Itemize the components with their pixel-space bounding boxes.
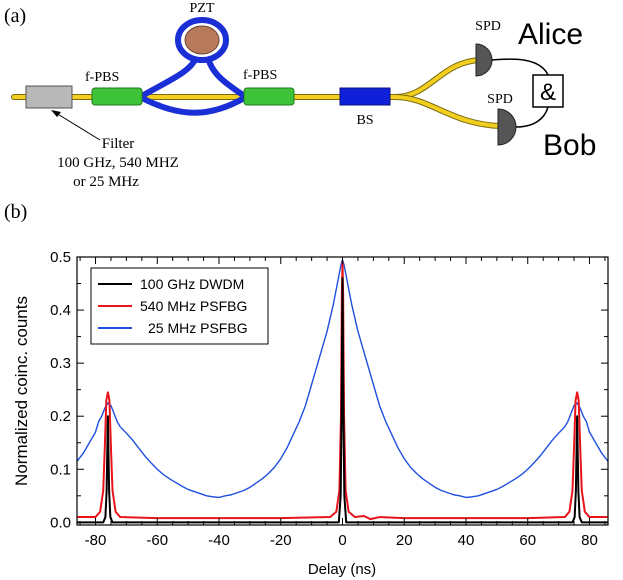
bob-label: Bob bbox=[543, 129, 596, 162]
beam-splitter bbox=[339, 87, 391, 106]
spd-top-icon bbox=[475, 43, 493, 77]
tick-layer: -80 -60 -40 -20 0 20 40 60 80 0.0 0.1 0.2 0.3 0.4 0.5 bbox=[50, 249, 608, 549]
loop-upper-right bbox=[205, 57, 248, 100]
series-line-0 bbox=[77, 277, 608, 524]
fpbs-right-label: f-PBS bbox=[243, 68, 277, 83]
filter-pointer-line bbox=[55, 112, 101, 141]
filter-label-1: Filter bbox=[102, 136, 135, 152]
legend-label-25mhz: 25 MHz PSFBG bbox=[148, 320, 248, 336]
loop-lower-arm bbox=[138, 94, 248, 116]
y-tick-label: 0.2 bbox=[50, 408, 71, 425]
panel-a-label: (a) bbox=[4, 5, 26, 27]
alice-label: Alice bbox=[518, 18, 583, 51]
fpbs-left-label: f-PBS bbox=[85, 70, 119, 85]
wire-top bbox=[491, 58, 549, 76]
x-tick-label: 40 bbox=[458, 532, 475, 549]
filter-box bbox=[25, 85, 73, 109]
y-tick-label: 0.5 bbox=[50, 249, 71, 266]
fiber-branch-bottom bbox=[394, 95, 501, 128]
panel-b: (b) -80 -60 -40 -20 0 20 40 60 80 0.0 0.1 0.2 0.3 0.4… bbox=[4, 201, 609, 578]
spd-bottom-icon bbox=[497, 108, 517, 146]
x-tick-label: 80 bbox=[581, 532, 598, 549]
y-tick-label: 0.4 bbox=[50, 302, 71, 319]
spd-top-label: SPD bbox=[475, 19, 501, 34]
legend-label-dwdm: 100 GHz DWDM bbox=[140, 276, 244, 292]
panel-b-label: (b) bbox=[4, 201, 27, 223]
y-tick-label: 0.1 bbox=[50, 461, 71, 478]
loop-upper-left bbox=[138, 56, 199, 100]
pzt-label: PZT bbox=[190, 1, 215, 16]
y-axis-label: Normalized coinc. counts bbox=[12, 296, 31, 486]
fpbs-left bbox=[91, 87, 143, 106]
x-tick-label: 60 bbox=[519, 532, 536, 549]
x-tick-label: -20 bbox=[270, 532, 292, 549]
x-tick-label: -80 bbox=[85, 532, 107, 549]
x-axis-label: Delay (ns) bbox=[308, 561, 376, 578]
legend-label-540mhz: 540 MHz PSFBG bbox=[140, 298, 247, 314]
filter-pointer-arrowhead bbox=[51, 110, 61, 117]
x-tick-label: 0 bbox=[338, 532, 346, 549]
fpbs-right bbox=[243, 87, 295, 106]
bs-label: BS bbox=[356, 113, 373, 128]
x-tick-label: 20 bbox=[396, 532, 413, 549]
y-tick-label: 0.3 bbox=[50, 355, 71, 372]
fiber-branch-top bbox=[394, 58, 481, 99]
y-tick-label: 0.0 bbox=[50, 514, 71, 531]
fiber-coil bbox=[175, 17, 229, 63]
filter-label-3: or 25 MHz bbox=[73, 174, 139, 190]
legend-box bbox=[90, 267, 269, 345]
coincidence-box bbox=[532, 74, 564, 108]
pzt-cylinder bbox=[184, 25, 220, 55]
coincidence-symbol: & bbox=[540, 79, 556, 106]
panel-a: (a) Filter 100 GHz, 540 MHZ or 25 MHz PZ… bbox=[4, 1, 596, 190]
legend: 100 GHz DWDM 540 MHz PSFBG 25 MHz PSFBG bbox=[90, 267, 269, 345]
x-tick-label: -40 bbox=[208, 532, 230, 549]
wire-bottom bbox=[515, 106, 549, 128]
filter-label-2: 100 GHz, 540 MHZ bbox=[57, 155, 179, 171]
spd-bottom-label: SPD bbox=[487, 92, 513, 107]
x-tick-label: -60 bbox=[146, 532, 168, 549]
